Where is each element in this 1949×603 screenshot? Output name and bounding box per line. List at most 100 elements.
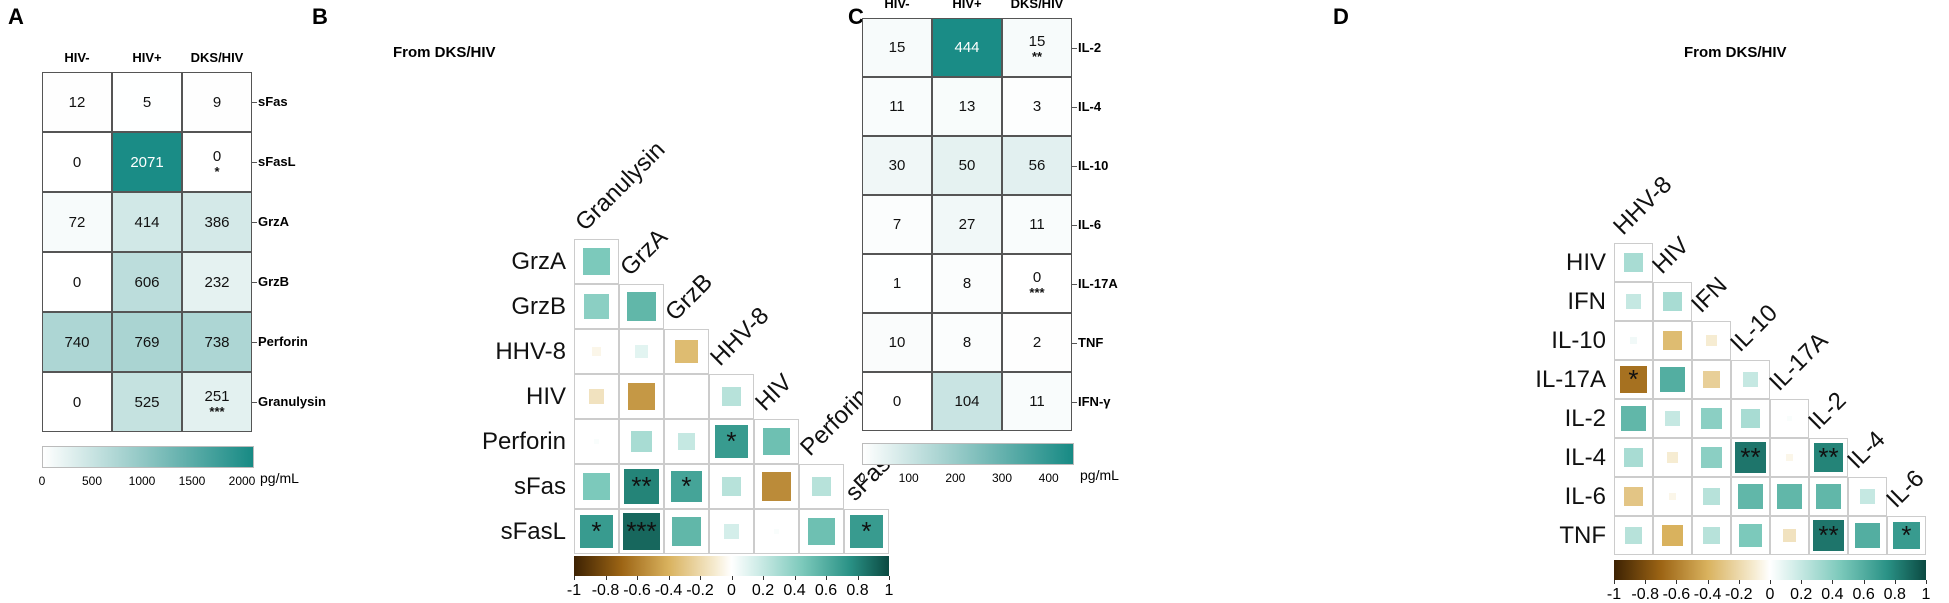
correlation-square — [635, 345, 648, 358]
matrix-cell — [1848, 516, 1887, 555]
heatmap-cell: 15 — [862, 18, 932, 77]
row-label: Granulysin — [258, 394, 326, 409]
row-label: TNF — [1078, 334, 1104, 350]
matrix-cell — [1653, 399, 1692, 438]
cell-value: 386 — [204, 213, 230, 231]
significance-stars: *** — [626, 516, 657, 547]
matrix-cell — [574, 329, 619, 374]
matrix-cell — [574, 284, 619, 329]
colorbar-tick-label: 0 — [727, 582, 736, 599]
matrix-cell — [574, 464, 619, 509]
colorbar-tick — [1645, 580, 1647, 584]
row-label: sFasL — [258, 154, 296, 169]
heatmap-cell: 606 — [112, 252, 182, 312]
column-label: GrzA — [614, 223, 673, 282]
colorbar-tick-label: -0.8 — [1631, 586, 1659, 603]
correlation-square — [1739, 524, 1762, 547]
cell-value: 27 — [958, 216, 976, 233]
cell-value: 769 — [134, 333, 160, 351]
colorbar-tick — [605, 576, 607, 580]
cell-value: 72 — [68, 213, 86, 231]
column-label: HHV-8 — [704, 302, 775, 372]
correlation-square — [627, 382, 656, 411]
cell-value: 13 — [958, 98, 976, 115]
row-tick — [252, 402, 257, 403]
matrix-cell — [1692, 399, 1731, 438]
matrix-cell — [1692, 360, 1731, 399]
matrix-cell — [1653, 477, 1692, 516]
column-header: HIV- — [64, 50, 90, 65]
colorbar-tick — [1863, 580, 1865, 584]
cell-value: 3 — [1032, 98, 1042, 115]
cell-value: 11 — [1029, 216, 1045, 233]
row-tick — [252, 102, 257, 103]
row-label: Perforin — [481, 427, 566, 455]
heatmap-cell: 10 — [862, 313, 932, 372]
colorbar-tick-label: 400 — [1038, 471, 1059, 485]
row-label: sFasL — [500, 517, 566, 545]
colorbar-tick-label: -0.8 — [591, 582, 620, 599]
row-label: sFas — [258, 94, 288, 109]
matrix-cell — [1614, 438, 1653, 477]
colorbar-tick-label: -0.2 — [686, 582, 714, 599]
heatmap-cell: 2 — [1002, 313, 1072, 372]
significance-stars: ** — [631, 471, 652, 502]
matrix-cell — [1653, 516, 1692, 555]
row-tick — [252, 162, 257, 163]
cell-value: 1 — [892, 275, 902, 292]
colorbar-tick-label: 0.4 — [783, 582, 806, 599]
row-label: IL-6 — [1564, 482, 1606, 510]
colorbar-tick — [1801, 580, 1803, 584]
cell-value: 740 — [64, 333, 90, 351]
correlation-square — [588, 388, 605, 405]
colorbar-tick — [731, 576, 733, 580]
colorbar-tick — [763, 576, 764, 580]
significance-stars: * — [861, 516, 872, 547]
correlation-square — [1854, 522, 1881, 549]
heatmap-cell: 50 — [932, 136, 1002, 195]
colorbar-tick-label: 0.8 — [1883, 586, 1906, 603]
heatmap-cell: 232 — [182, 252, 252, 312]
heatmap-cell: 3 — [1002, 77, 1072, 136]
heatmap-cell: 414 — [112, 192, 182, 252]
correlation-square — [1706, 335, 1717, 346]
significance-stars: ** — [1031, 49, 1043, 64]
correlation-square: *** — [623, 513, 660, 550]
correlation-square — [1860, 489, 1875, 504]
significance-stars: *** — [209, 403, 225, 419]
cell-value: 738 — [204, 333, 230, 351]
row-label: IFN — [1567, 287, 1606, 315]
matrix-cell — [1614, 516, 1653, 555]
heatmap-cell: 11 — [1002, 372, 1072, 431]
row-tick — [1072, 401, 1077, 403]
matrix-cell — [709, 374, 754, 419]
heatmap-cell: 525 — [112, 372, 182, 432]
heatmap-cell: 8 — [932, 254, 1002, 313]
matrix-cell — [1614, 243, 1653, 282]
matrix-cell — [1614, 477, 1653, 516]
cell-value: 2071 — [130, 153, 164, 171]
cell-value: 7 — [892, 216, 902, 233]
matrix-cell — [574, 374, 619, 419]
heatmap-cell: 72 — [42, 192, 112, 252]
cell-value: 9 — [212, 93, 222, 111]
panel-d-title: From DKS/HIV — [1684, 44, 1787, 61]
correlation-square — [1624, 487, 1643, 506]
matrix-cell — [1692, 438, 1731, 477]
correlation-square — [1662, 525, 1683, 546]
correlation-square — [672, 517, 701, 546]
panel-label-b: B — [312, 4, 328, 29]
matrix-cell — [1614, 282, 1653, 321]
significance-stars: * — [726, 426, 737, 457]
correlation-square — [1743, 372, 1758, 387]
significance-stars: * — [214, 163, 220, 179]
heatmap-cell: 769 — [112, 312, 182, 372]
row-label: IL-6 — [1078, 216, 1102, 232]
colorbar-tick — [1614, 580, 1615, 584]
significance-stars: * — [1901, 520, 1912, 551]
matrix-cell — [1770, 516, 1809, 555]
row-tick — [1072, 106, 1077, 108]
correlation-square — [1663, 292, 1682, 311]
correlation-square — [807, 517, 836, 546]
row-label: HIV — [525, 382, 566, 410]
